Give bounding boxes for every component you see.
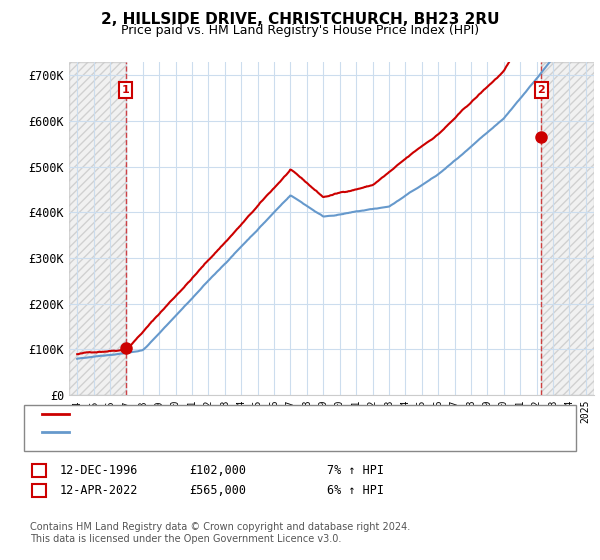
Text: £102,000: £102,000 — [189, 464, 246, 477]
Text: 12-DEC-1996: 12-DEC-1996 — [60, 464, 139, 477]
Text: £565,000: £565,000 — [189, 484, 246, 497]
Text: 1: 1 — [122, 85, 130, 95]
Text: Price paid vs. HM Land Registry's House Price Index (HPI): Price paid vs. HM Land Registry's House … — [121, 24, 479, 37]
Text: 2: 2 — [35, 484, 43, 497]
Bar — [69, 62, 125, 395]
Text: 2: 2 — [537, 85, 545, 95]
Bar — [541, 62, 594, 395]
Text: 12-APR-2022: 12-APR-2022 — [60, 484, 139, 497]
Text: 6% ↑ HPI: 6% ↑ HPI — [327, 484, 384, 497]
Text: 2, HILLSIDE DRIVE, CHRISTCHURCH, BH23 2RU (detached house): 2, HILLSIDE DRIVE, CHRISTCHURCH, BH23 2R… — [75, 409, 452, 419]
Text: Contains HM Land Registry data © Crown copyright and database right 2024.
This d: Contains HM Land Registry data © Crown c… — [30, 522, 410, 544]
Text: 1: 1 — [35, 464, 43, 477]
Text: 2, HILLSIDE DRIVE, CHRISTCHURCH, BH23 2RU: 2, HILLSIDE DRIVE, CHRISTCHURCH, BH23 2R… — [101, 12, 499, 27]
Text: 7% ↑ HPI: 7% ↑ HPI — [327, 464, 384, 477]
Text: HPI: Average price, detached house, Bournemouth Christchurch and Poole: HPI: Average price, detached house, Bour… — [75, 427, 530, 437]
